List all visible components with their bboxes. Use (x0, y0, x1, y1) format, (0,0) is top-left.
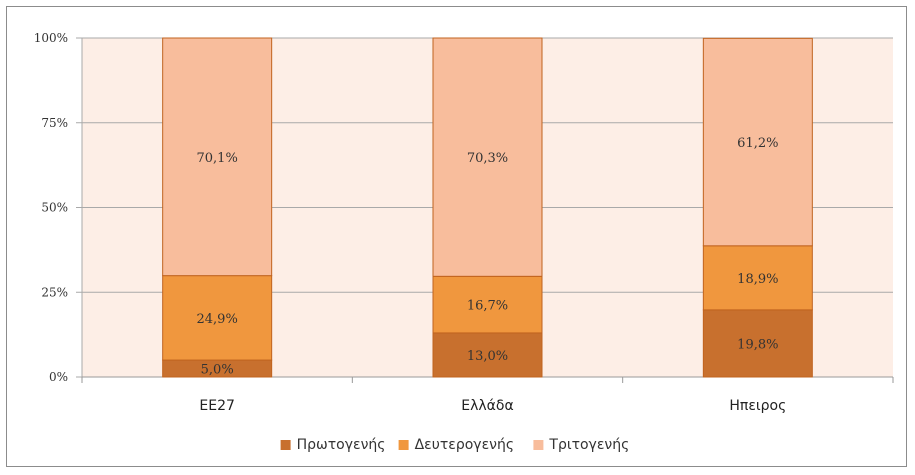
x-category-label: Ελλάδα (461, 398, 513, 414)
legend: Πρωτογενής Δευτερογενής Τριτογενής (280, 437, 629, 453)
data-label: 70,3% (467, 151, 508, 166)
data-label: 13,0% (467, 349, 508, 364)
bar-segment (162, 37, 273, 277)
y-tick-label: 25% (41, 285, 68, 299)
legend-label: Πρωτογενής (297, 437, 386, 453)
x-category-label: ΕΕ27 (199, 398, 235, 414)
legend-swatch (398, 440, 409, 450)
x-category-label: Ηπειρος (729, 398, 786, 414)
data-label: 16,7% (467, 299, 508, 314)
data-labels: 5,0% 24,9% 70,1% 13,0% 16,7% 70,3% 19,8% 18,9% 6… (197, 136, 779, 377)
y-tick-label: 75% (41, 116, 68, 130)
bar-segment (702, 245, 813, 311)
bars (162, 37, 813, 378)
legend-swatch (280, 440, 291, 450)
bar-segment (702, 37, 813, 247)
bar-segment (432, 332, 543, 378)
data-label: 18,9% (737, 272, 778, 287)
legend-swatch (533, 440, 544, 450)
data-label: 5,0% (201, 363, 234, 378)
data-label: 61,2% (737, 136, 778, 151)
data-label: 19,8% (737, 337, 778, 352)
data-label: 70,1% (197, 151, 238, 166)
y-tick-label: 50% (41, 201, 68, 215)
legend-label: Δευτερογενής (415, 437, 514, 453)
bar-segment (432, 37, 543, 277)
y-tick-label: 0% (49, 370, 68, 384)
x-axis-categories: ΕΕ27 Ελλάδα Ηπειρος (81, 377, 894, 414)
data-label: 24,9% (197, 312, 238, 327)
y-axis-ticks: 0% 25% 50% 75% 100% (34, 31, 82, 384)
y-tick-label: 100% (34, 31, 68, 45)
bar-segment (432, 275, 543, 334)
legend-label: Τριτογενής (548, 437, 629, 453)
bar-segment (702, 309, 813, 378)
